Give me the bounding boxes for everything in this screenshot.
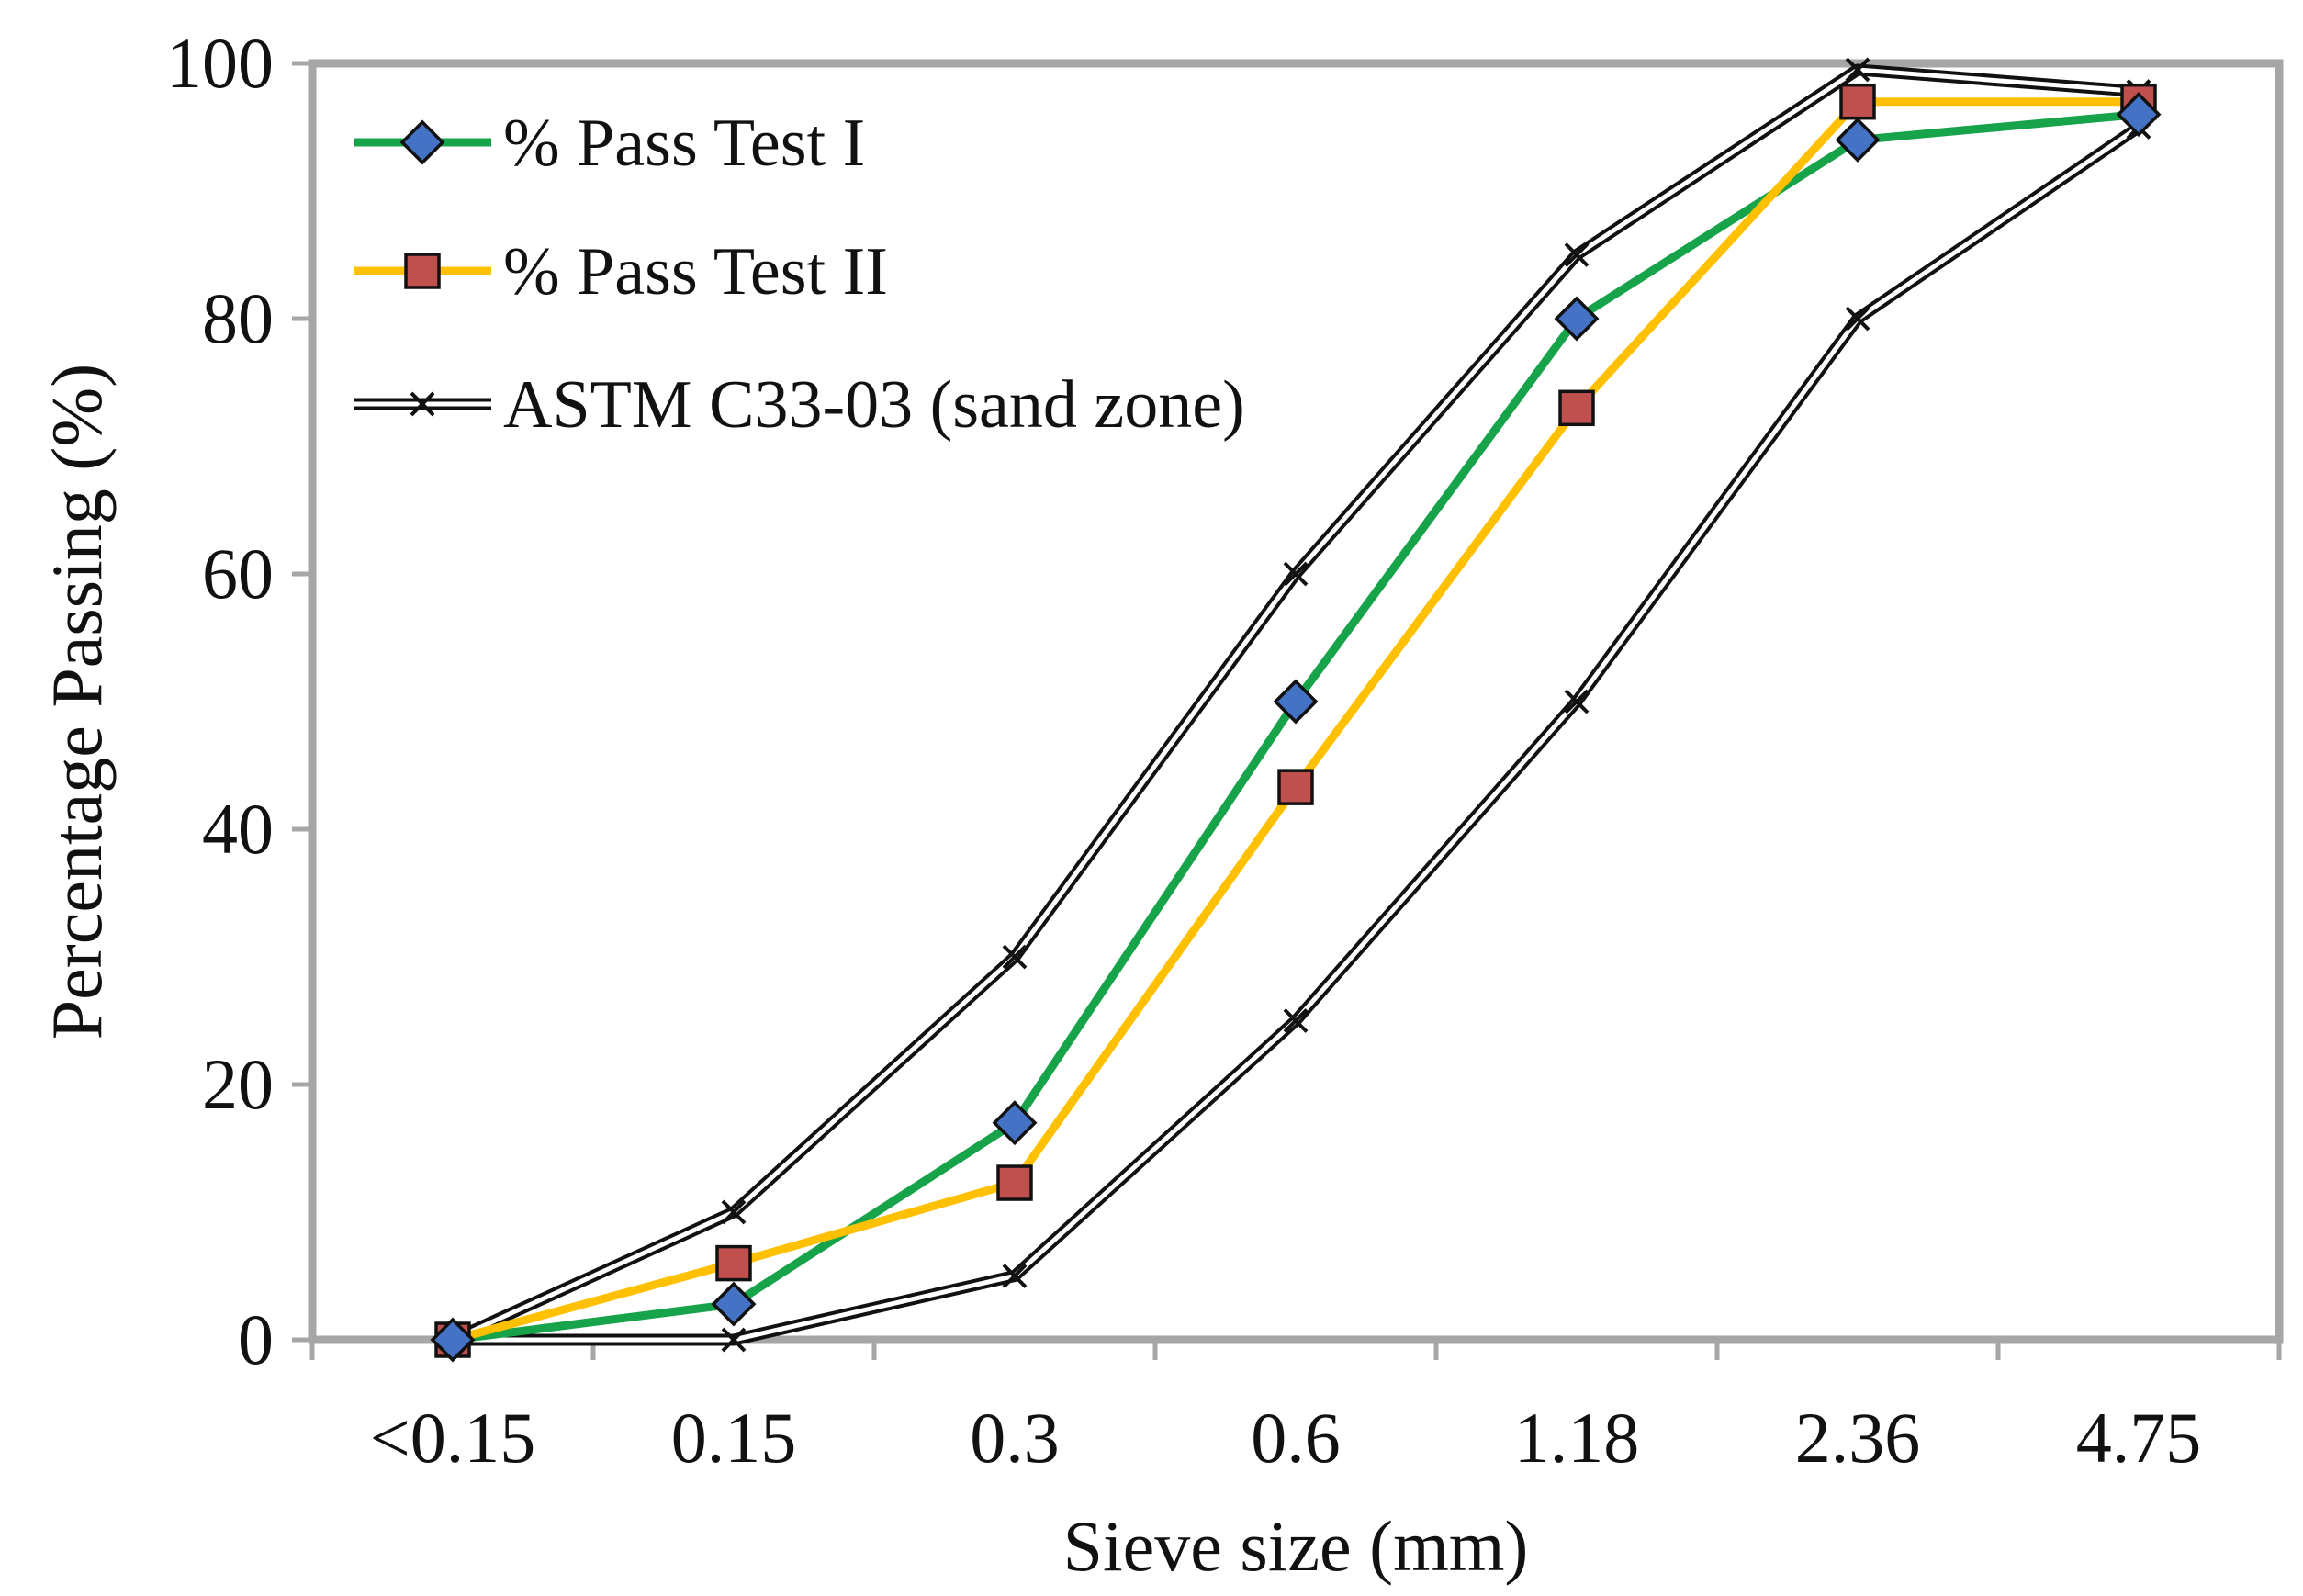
y-tick-label: 60: [202, 534, 274, 613]
x-axis: <0.15 0.15 0.3 0.6 1.18 2.36 4.75: [309, 1340, 2282, 1478]
x-tick-label: <0.15: [370, 1398, 536, 1478]
y-axis: 0 20 40 60 80 100: [166, 23, 312, 1379]
astm-upper-point: [1564, 242, 1590, 267]
legend-entry-astm: ASTM C33-03 (sand zone): [354, 367, 1245, 443]
legend: % Pass Test I % Pass Test II ASTM C33-03 (…: [354, 106, 1245, 443]
test1-point: [1273, 679, 1319, 725]
test2-point: [996, 1164, 1033, 1201]
x-axis-title: Sieve size (mm): [1063, 1506, 1529, 1586]
x-tick-label: 0.3: [970, 1398, 1060, 1478]
y-tick-label: 100: [166, 23, 274, 103]
legend-entry-test1: % Pass Test I: [354, 106, 865, 181]
test1-point: [711, 1281, 757, 1327]
y-axis-title: Percentage Passing (%): [37, 364, 117, 1040]
legend-marker: [410, 391, 435, 417]
test1-point: [2116, 92, 2162, 138]
astm-lower-point: [721, 1327, 747, 1353]
test2-point: [1277, 769, 1314, 805]
test1-point: [1835, 117, 1881, 163]
y-tick-label: 0: [238, 1299, 274, 1379]
test2-point: [1558, 389, 1595, 427]
legend-label: % Pass Test II: [503, 234, 888, 309]
y-tick-label: 20: [202, 1044, 274, 1124]
astm-upper-point: [1002, 944, 1028, 970]
x-tick-label: 2.36: [1795, 1398, 1921, 1478]
astm-lower-point: [1564, 689, 1590, 714]
astm-upper-point: [721, 1199, 747, 1225]
astm-lower-point: [1002, 1264, 1028, 1288]
legend-label: ASTM C33-03 (sand zone): [503, 367, 1245, 443]
y-tick-label: 80: [202, 278, 274, 358]
x-tick-label: 0.6: [1251, 1398, 1341, 1478]
legend-entry-test2: % Pass Test II: [354, 234, 888, 309]
x-tick-label: 4.75: [2076, 1398, 2202, 1478]
legend-label: % Pass Test I: [503, 106, 865, 181]
legend-marker: [399, 119, 445, 165]
astm-upper-point: [1845, 57, 1870, 83]
astm-upper-point: [1283, 561, 1309, 587]
test1-point: [1554, 296, 1600, 342]
test2-point: [1839, 83, 1876, 120]
test1-point: [430, 1317, 476, 1363]
astm-lower-point: [1283, 1008, 1309, 1033]
test1-point: [992, 1100, 1038, 1146]
series-layer: [430, 57, 2162, 1363]
x-tick-label: 0.15: [671, 1398, 797, 1478]
test2-point: [715, 1244, 752, 1282]
legend-marker: [404, 253, 441, 289]
astm-lower-point: [1845, 306, 1870, 332]
y-tick-label: 40: [202, 789, 274, 869]
x-tick-label: 1.18: [1514, 1398, 1640, 1478]
